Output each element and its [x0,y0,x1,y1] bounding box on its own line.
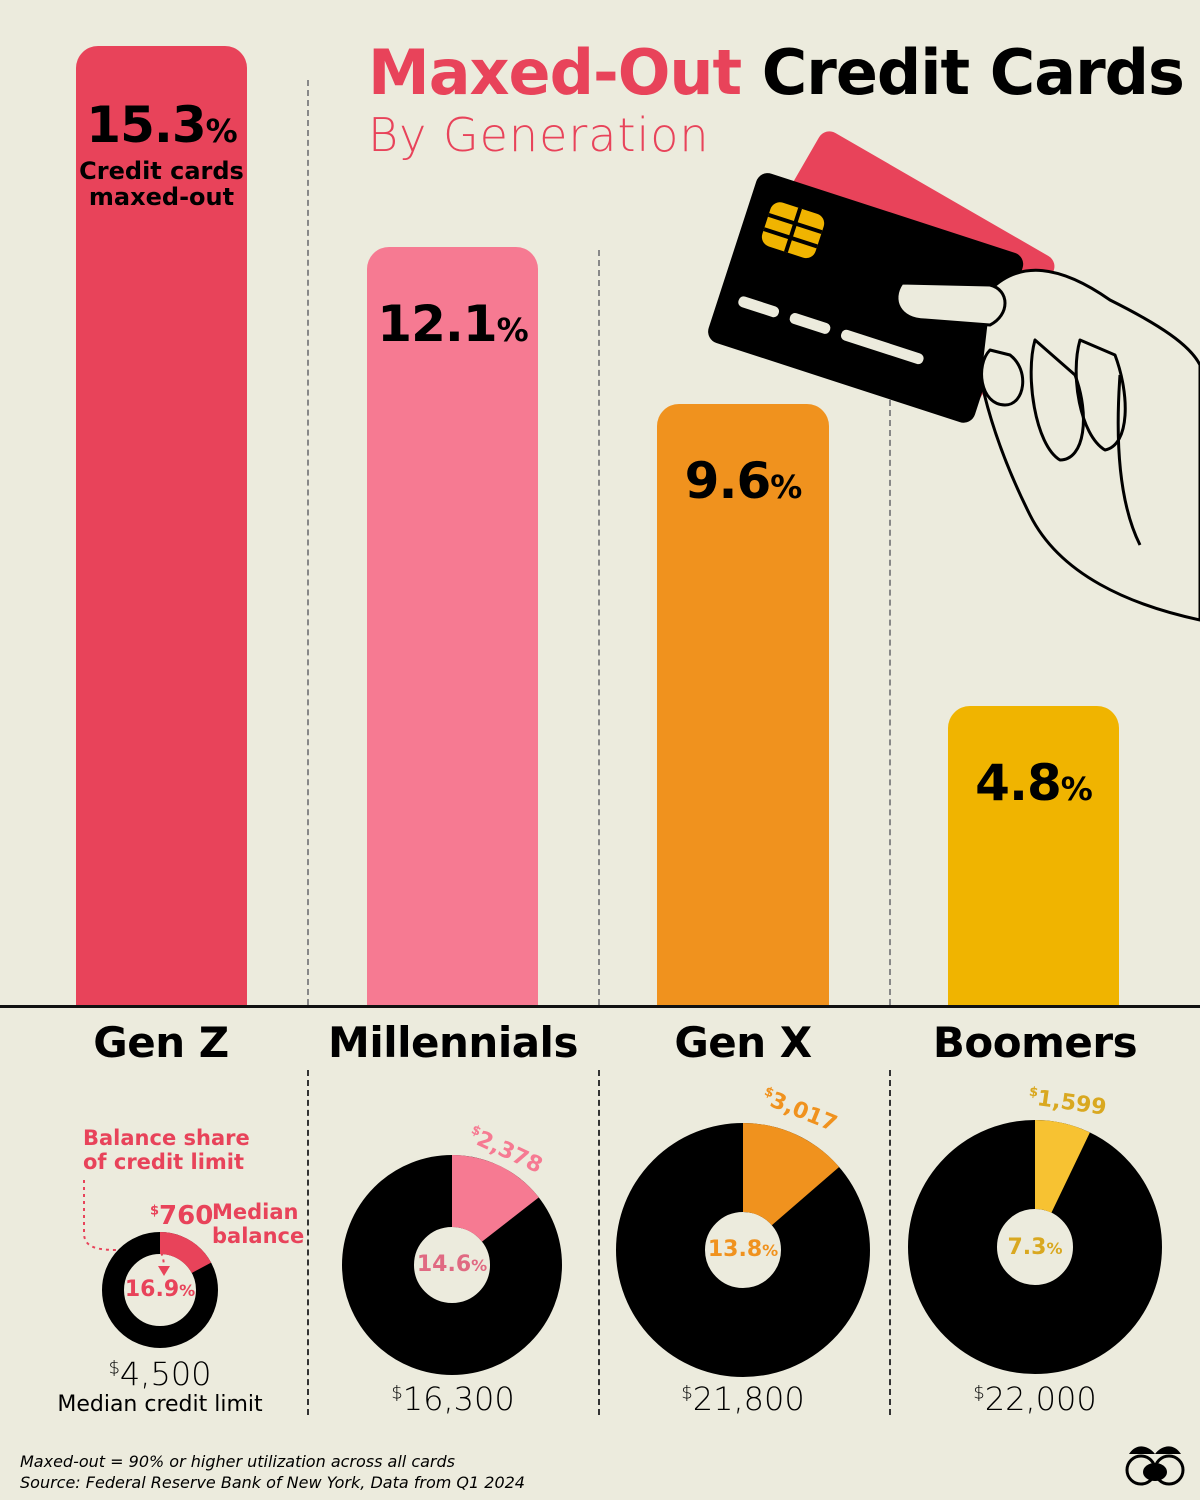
donut-millennials [342,1155,562,1375]
median-credit-limit: $16,300 [391,1380,515,1418]
hand-holding-credit-cards-icon [708,131,1200,622]
column-divider [598,1070,600,1415]
bar-millennials: 12.1% [367,247,538,1006]
donut-boomers [908,1120,1162,1374]
share-pct: 16.9% [124,1277,196,1302]
donut-gen-x [616,1123,870,1377]
bar-gen-z: 15.3% Credit cards maxed-out [76,46,247,1006]
median-balance-annotation: Median balance [212,1200,305,1248]
median-balance-value: $760 [150,1201,214,1231]
share-pct: 14.6% [416,1252,488,1277]
label-gen-x: Gen X [674,1018,812,1067]
label-millennials: Millennials [328,1018,578,1067]
median-credit-limit: $22,000 [973,1380,1097,1418]
bar-value: 9.6% [684,452,803,510]
visual-capitalist-logo-icon [1125,1446,1185,1486]
bar-boomers: 4.8% [948,706,1119,1006]
chart-title: Maxed-Out Credit Cards [368,36,1185,109]
median-credit-limit: $4,500 [108,1355,212,1393]
definition-note: Maxed-out = 90% or higher utilization ac… [20,1452,455,1471]
median-balance-value: $1,599 [1028,1084,1108,1121]
bar-description: Credit cards maxed-out [79,157,244,211]
chart-subtitle: By Generation [368,108,710,162]
label-boomers: Boomers [932,1018,1138,1067]
share-pct: 13.8% [707,1237,779,1262]
bar-value: 15.3% [86,96,237,154]
source-note: Source: Federal Reserve Bank of New York… [20,1473,525,1492]
column-divider [598,250,600,1005]
column-divider [889,400,891,1005]
median-credit-limit-label: Median credit limit [57,1392,263,1417]
column-divider [889,1070,891,1415]
title-highlight: Maxed-Out [368,36,742,109]
label-gen-z: Gen Z [93,1018,229,1067]
balance-share-annotation: Balance share of credit limit [83,1126,250,1174]
median-credit-limit: $21,800 [681,1380,805,1418]
column-divider [307,1070,309,1415]
bar-gen-x: 9.6% [657,404,829,1006]
bar-value: 4.8% [975,754,1093,812]
annotation-arrow-icon [83,1180,170,1276]
bar-value: 12.1% [377,295,528,353]
column-divider [307,80,309,1005]
title-rest: Credit Cards [761,36,1185,109]
chart-baseline [0,1005,1200,1008]
share-pct: 7.3% [1007,1235,1063,1260]
donut-gen-z [102,1232,218,1348]
footer-notes: Maxed-out = 90% or higher utilization ac… [20,1451,525,1493]
